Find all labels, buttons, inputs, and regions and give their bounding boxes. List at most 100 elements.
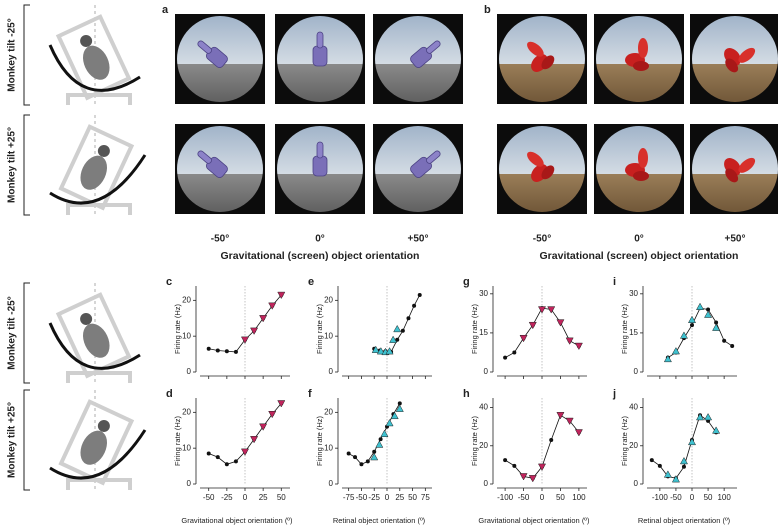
frame (58, 124, 135, 211)
y-tick-label: 40 (479, 403, 488, 412)
object-lobe (738, 157, 756, 173)
stimulus-image (594, 124, 684, 214)
image-view (596, 126, 682, 212)
object-base (725, 168, 739, 183)
bowl (49, 154, 147, 205)
chart: h Firing rate (Hz) 0 20 40 -100 -50 0 50 100 Gravi… (463, 388, 590, 525)
y-tick-label: 0 (484, 367, 489, 376)
object-lobe (527, 41, 544, 57)
point (704, 310, 713, 318)
x-tick-label: 100 (572, 493, 586, 502)
y-tick-label: 30 (479, 289, 488, 298)
point (395, 337, 400, 342)
x-tick-label: 0 (243, 493, 248, 502)
x-tick-label: 50 (277, 493, 286, 502)
bowl (48, 322, 141, 370)
point (519, 473, 528, 481)
point (365, 459, 370, 464)
point (233, 349, 238, 354)
point (503, 458, 508, 463)
chart: c Firing rate (Hz) 0 10 20 (166, 276, 290, 379)
chart: g Firing rate (Hz) 0 15 30 (463, 276, 587, 379)
bracket (23, 114, 30, 216)
frame (55, 14, 132, 101)
frame (58, 399, 135, 486)
stimulus-image (690, 124, 778, 214)
object (312, 141, 328, 177)
point (378, 437, 383, 442)
point (687, 315, 697, 324)
point (390, 411, 399, 420)
y-tick-label: 20 (182, 407, 191, 416)
point (549, 438, 554, 443)
chair (58, 124, 135, 211)
point (400, 328, 405, 333)
x-tick-label: 25 (259, 493, 268, 502)
monkey-head (97, 419, 110, 432)
object-arm (197, 150, 212, 164)
chart: e Firing rate (Hz) 0 10 20 (308, 276, 432, 379)
monkey-label: Monkey tilt -25° (7, 296, 18, 369)
y-tick-label: 10 (324, 443, 333, 452)
object-arm (316, 141, 324, 159)
point (528, 321, 537, 330)
point (259, 423, 268, 431)
y-axis-label: Firing rate (Hz) (315, 415, 324, 466)
x-tick-label: -75 (343, 493, 355, 502)
point (690, 323, 694, 328)
object-base (725, 58, 739, 73)
object (625, 148, 649, 181)
orientation-label: 0° (634, 234, 644, 245)
y-axis-label: Firing rate (Hz) (173, 415, 182, 466)
y-tick-label: 0 (634, 367, 639, 376)
stand (66, 93, 132, 105)
stimulus-image (175, 124, 265, 214)
point (503, 355, 508, 360)
point (574, 429, 583, 437)
object (724, 47, 756, 73)
x-tick-label: 0 (690, 493, 695, 502)
x-tick-label: -50 (203, 493, 215, 502)
orientation-label: +50° (725, 234, 746, 245)
point (240, 336, 250, 344)
x-tick-label: 100 (717, 493, 731, 502)
bracket (23, 389, 30, 491)
point (371, 345, 380, 353)
x-tick-label: 50 (408, 493, 417, 502)
object-lobe (638, 148, 648, 168)
panel-label: d (166, 388, 173, 400)
bracket (23, 282, 30, 384)
object-lobe (527, 151, 544, 167)
x-tick-label: 25 (395, 493, 404, 502)
y-tick-label: 0 (329, 479, 334, 488)
bowl (48, 44, 141, 92)
monkey-diagram: Monkey tilt +25° (7, 389, 147, 491)
point (359, 462, 364, 467)
bracket (23, 4, 30, 106)
y-tick-label: 0 (329, 367, 334, 376)
point (712, 323, 721, 331)
y-tick-label: 20 (324, 295, 333, 304)
y-tick-label: 40 (629, 403, 638, 412)
monkey-diagram: Monkey tilt -25° (7, 4, 141, 106)
x-tick-label: 0 (385, 493, 390, 502)
point (206, 451, 211, 456)
point (346, 451, 351, 456)
point (389, 335, 398, 343)
y-tick-label: 10 (182, 331, 191, 340)
y-axis-label: Firing rate (Hz) (173, 303, 182, 354)
monkey-label: Monkey tilt +25° (7, 127, 18, 203)
stimulus-image (175, 14, 265, 104)
point (574, 342, 583, 351)
y-tick-label: 20 (182, 295, 191, 304)
x-tick-label: -50 (356, 493, 368, 502)
chair (55, 292, 132, 379)
point (547, 306, 556, 314)
point (679, 456, 688, 465)
y-tick-label: 0 (634, 479, 639, 488)
chair (58, 399, 135, 486)
y-axis-label: Firing rate (Hz) (315, 303, 324, 354)
y-axis-label: Firing rate (Hz) (470, 415, 479, 466)
frame (55, 292, 132, 379)
point (385, 418, 394, 427)
